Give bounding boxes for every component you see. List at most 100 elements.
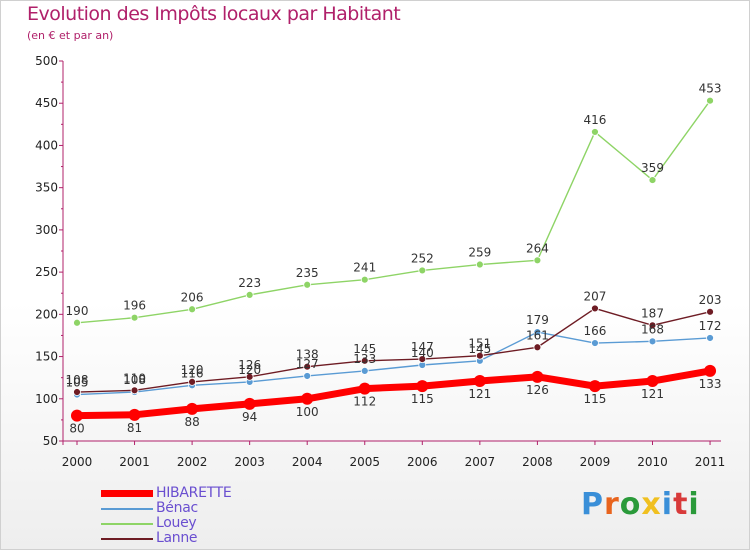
data-label-lanne: 126 — [238, 358, 261, 372]
y-tick-label: 300 — [35, 223, 58, 237]
y-tick-label: 500 — [35, 54, 58, 68]
y-tick-label: 450 — [35, 96, 58, 110]
data-label-louey: 416 — [583, 113, 606, 127]
data-point-bénac — [303, 372, 312, 380]
data-label-bénac: 105 — [66, 376, 89, 390]
data-label-louey: 264 — [526, 241, 549, 255]
data-point-lanne — [245, 372, 254, 381]
legend-label: Louey — [156, 515, 197, 531]
y-tick-label: 50 — [43, 434, 58, 448]
logo-letter: x — [641, 487, 662, 522]
data-point-louey — [648, 176, 657, 184]
proxiti-logo: Proxiti — [581, 487, 700, 522]
x-tick-label: 2006 — [407, 455, 438, 469]
data-label-louey: 206 — [181, 290, 204, 304]
series-line-bénac — [76, 331, 711, 396]
data-label-hibarette: 88 — [184, 415, 199, 429]
data-label-bénac: 166 — [583, 324, 606, 338]
legend-item-bénac: Bénac — [101, 500, 401, 516]
x-tick-label: 2000 — [62, 455, 93, 469]
x-tick-label: 2004 — [292, 455, 323, 469]
data-label-lanne: 120 — [181, 363, 204, 377]
data-point-lanne — [130, 386, 139, 395]
data-point-lanne — [303, 362, 312, 371]
data-label-hibarette: 121 — [641, 387, 664, 401]
logo-letter: r — [604, 487, 620, 522]
data-label-hibarette: 94 — [242, 410, 257, 424]
data-point-lanne — [591, 304, 599, 313]
data-point-lanne — [188, 377, 197, 386]
data-label-bénac: 120 — [238, 363, 261, 377]
series-line-hibarette — [76, 367, 711, 420]
data-point-louey — [475, 260, 484, 269]
legend-item-louey: Louey — [101, 515, 401, 531]
data-label-louey: 190 — [66, 304, 89, 318]
data-point-hibarette — [358, 382, 371, 395]
legend-swatch — [101, 508, 153, 510]
x-tick-label: 2007 — [465, 455, 496, 469]
data-label-bénac: 127 — [296, 357, 319, 371]
data-point-louey — [303, 280, 312, 289]
data-label-louey: 196 — [123, 299, 146, 313]
chart-subtitle: (en € et par an) — [27, 29, 114, 42]
data-point-hibarette — [588, 380, 601, 393]
data-point-louey — [188, 305, 197, 314]
data-label-bénac: 172 — [699, 319, 722, 333]
logo-letter: o — [619, 487, 642, 522]
data-label-lanne: 138 — [296, 348, 319, 362]
x-tick-label: 2011 — [695, 455, 726, 469]
data-label-bénac: 116 — [181, 366, 204, 380]
data-label-lanne: 147 — [411, 340, 434, 354]
data-point-louey — [533, 256, 542, 265]
data-point-lanne — [73, 388, 81, 396]
data-label-hibarette: 133 — [699, 377, 722, 391]
y-tick-label: 100 — [35, 392, 58, 406]
legend-label: HIBARETTE — [156, 485, 232, 501]
data-label-hibarette: 81 — [127, 421, 142, 435]
data-point-louey — [130, 313, 139, 322]
data-label-lanne: 203 — [699, 293, 722, 307]
logo-letter: i — [688, 487, 700, 522]
series-line-louey — [76, 100, 711, 324]
data-point-hibarette — [128, 408, 141, 421]
data-label-hibarette: 100 — [296, 405, 319, 419]
data-label-louey: 223 — [238, 276, 261, 290]
data-point-louey — [418, 266, 427, 275]
data-label-louey: 241 — [353, 261, 376, 275]
series-line-lanne — [76, 307, 711, 393]
data-point-lanne — [475, 351, 484, 360]
data-point-lanne — [533, 343, 542, 352]
legend-label: Bénac — [156, 500, 198, 516]
y-tick-label: 200 — [35, 307, 58, 321]
data-point-hibarette — [704, 364, 717, 377]
data-point-bénac — [360, 367, 369, 375]
data-label-bénac: 145 — [468, 342, 491, 356]
data-label-hibarette: 115 — [583, 392, 606, 406]
y-tick-label: 150 — [35, 350, 58, 364]
logo-letter: t — [673, 487, 689, 522]
legend-item-lanne: Lanne — [101, 530, 401, 546]
data-label-bénac: 179 — [526, 313, 549, 327]
data-point-hibarette — [473, 375, 486, 388]
data-label-bénac: 168 — [641, 322, 664, 336]
data-label-lanne: 151 — [468, 337, 491, 351]
y-tick-label: 250 — [35, 265, 58, 279]
data-label-hibarette: 121 — [468, 387, 491, 401]
legend: HIBARETTE Bénac Louey Lanne — [101, 485, 401, 546]
y-tick-label: 400 — [35, 138, 58, 152]
data-point-hibarette — [71, 409, 83, 422]
data-point-hibarette — [531, 370, 544, 383]
data-label-lanne: 161 — [526, 328, 549, 342]
data-point-bénac — [591, 339, 599, 347]
data-point-lanne — [360, 356, 369, 365]
data-label-louey: 252 — [411, 251, 434, 265]
data-point-louey — [591, 128, 599, 136]
data-point-lanne — [706, 307, 714, 316]
data-label-lanne: 145 — [353, 342, 376, 356]
y-tick-label: 350 — [35, 181, 58, 195]
data-point-hibarette — [416, 380, 429, 393]
x-tick-label: 2003 — [234, 455, 265, 469]
data-point-louey — [706, 96, 714, 105]
